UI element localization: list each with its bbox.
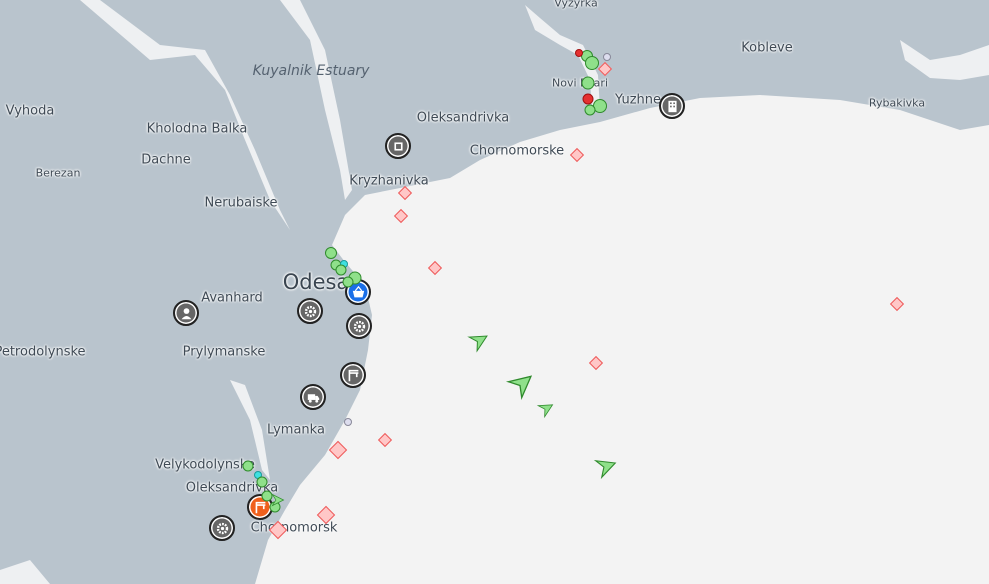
place-label: Dachne bbox=[141, 152, 191, 168]
gear-icon[interactable] bbox=[346, 313, 372, 339]
ship-arrow-icon[interactable] bbox=[271, 493, 285, 507]
place-label: Yuzhne bbox=[615, 92, 661, 108]
building-icon[interactable] bbox=[659, 93, 685, 119]
truck-icon[interactable] bbox=[300, 384, 326, 410]
gear-icon[interactable] bbox=[209, 515, 235, 541]
place-label: Vyzyrka bbox=[554, 0, 598, 10]
chip-icon[interactable] bbox=[385, 133, 411, 159]
vessel-marker[interactable] bbox=[261, 490, 273, 502]
place-label: Vyhoda bbox=[5, 103, 55, 119]
vessel-marker[interactable] bbox=[335, 264, 347, 276]
crane-icon[interactable] bbox=[340, 362, 366, 388]
worker-icon[interactable] bbox=[173, 300, 199, 326]
place-label: Lymanka bbox=[267, 422, 325, 438]
vessel-marker[interactable] bbox=[325, 247, 337, 259]
vessel-marker[interactable] bbox=[581, 76, 595, 90]
place-label: Oleksandrivka bbox=[416, 110, 510, 126]
place-label: Chornomorske bbox=[469, 143, 565, 159]
place-label: Kuyalnik Estuary bbox=[252, 63, 370, 79]
ship-arrow-icon[interactable] bbox=[466, 326, 493, 353]
ship-arrow-icon[interactable] bbox=[505, 365, 542, 402]
place-label: Kobleve bbox=[741, 40, 793, 56]
ship-arrow-icon[interactable] bbox=[536, 397, 558, 419]
vessel-marker[interactable] bbox=[585, 56, 599, 70]
place-label: Kryzhanivka bbox=[349, 173, 429, 189]
vessel-marker[interactable] bbox=[575, 49, 583, 57]
vessel-marker[interactable] bbox=[584, 104, 596, 116]
vessel-marker[interactable] bbox=[582, 93, 594, 105]
place-label: Velykodolynske bbox=[155, 457, 255, 473]
place-label: Novi Bilari bbox=[552, 76, 608, 90]
ship-arrow-icon[interactable] bbox=[593, 452, 621, 480]
vessel-marker[interactable] bbox=[603, 53, 611, 61]
gear-icon[interactable] bbox=[297, 298, 323, 324]
vessel-marker[interactable] bbox=[342, 276, 354, 288]
vessel-marker[interactable] bbox=[344, 418, 352, 426]
place-label: Oleksandrivka bbox=[185, 480, 279, 496]
place-label: Prylymanske bbox=[182, 344, 266, 360]
place-label: Petrodolynske bbox=[0, 344, 86, 360]
crane-icon[interactable] bbox=[247, 494, 273, 520]
place-label: Kholodna Balka bbox=[146, 121, 248, 137]
place-label: Avanhard bbox=[201, 290, 263, 306]
vessel-marker[interactable] bbox=[256, 476, 268, 488]
place-label: Berezan bbox=[35, 166, 81, 180]
place-label: Nerubaiske bbox=[204, 195, 278, 211]
vessel-marker[interactable] bbox=[242, 460, 254, 472]
sea-area bbox=[255, 95, 989, 584]
place-label: Rybakivka bbox=[868, 96, 926, 110]
